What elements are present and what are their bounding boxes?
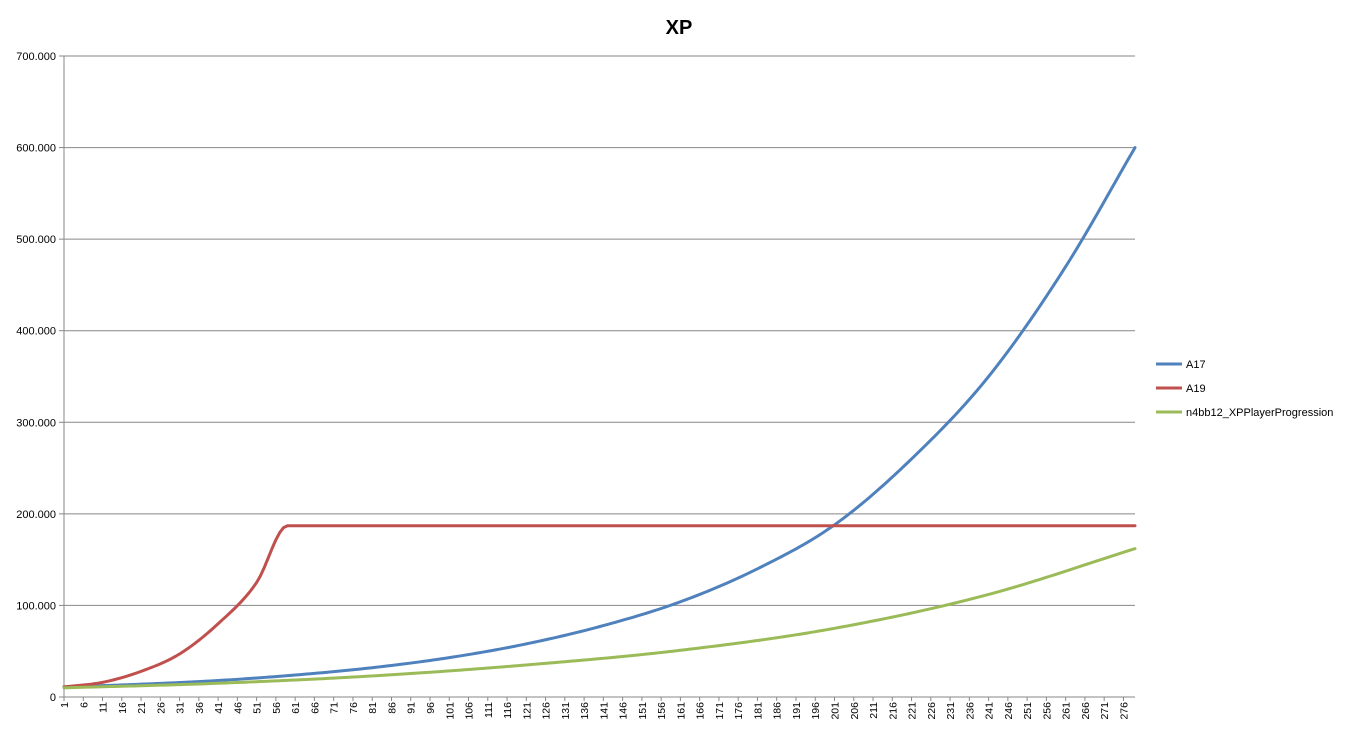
x-tick-label: 216 bbox=[887, 702, 899, 720]
x-tick-label: 186 bbox=[772, 702, 784, 720]
x-tick-label: 11 bbox=[98, 702, 110, 713]
legend-label: n4bb12_XPPlayerProgression bbox=[1186, 407, 1333, 419]
y-axis-ticks: 0 100.000 200.000 300.000 400.000 500.000 600.… bbox=[16, 51, 64, 704]
x-tick-label: 101 bbox=[444, 702, 456, 720]
x-tick-label: 206 bbox=[849, 702, 861, 720]
y-tick-label: 700.000 bbox=[16, 51, 56, 63]
x-tick-label: 116 bbox=[502, 702, 514, 719]
x-tick-label: 241 bbox=[984, 702, 996, 720]
x-tick-label: 261 bbox=[1061, 702, 1073, 720]
x-tick-label: 26 bbox=[155, 702, 167, 714]
x-tick-label: 196 bbox=[810, 702, 822, 720]
series-line-n4bb12-xpplayerprogression bbox=[62, 547, 1137, 690]
x-tick-label: 171 bbox=[714, 702, 726, 720]
x-tick-label: 161 bbox=[675, 702, 687, 720]
x-tick-label: 266 bbox=[1080, 702, 1092, 720]
x-tick-label: 151 bbox=[637, 702, 649, 720]
x-tick-label: 36 bbox=[194, 702, 206, 714]
y-tick-label: 400.000 bbox=[16, 326, 56, 338]
x-tick-label: 1 bbox=[59, 702, 71, 708]
x-tick-label: 236 bbox=[964, 702, 976, 720]
x-tick-label: 136 bbox=[579, 702, 591, 720]
x-tick-label: 211 bbox=[868, 702, 880, 719]
x-tick-label: 201 bbox=[830, 702, 842, 720]
series-lines bbox=[62, 146, 1137, 690]
legend-label: A19 bbox=[1186, 383, 1206, 395]
x-tick-label: 86 bbox=[386, 702, 398, 714]
x-tick-label: 71 bbox=[329, 702, 341, 714]
series-line-a19 bbox=[62, 524, 1137, 689]
x-tick-label: 276 bbox=[1118, 702, 1130, 720]
y-tick-label: 500.000 bbox=[16, 234, 56, 246]
x-tick-label: 51 bbox=[252, 702, 264, 714]
x-tick-label: 6 bbox=[78, 702, 90, 708]
x-tick-label: 16 bbox=[117, 702, 129, 714]
y-tick-label: 300.000 bbox=[16, 417, 56, 429]
x-tick-label: 106 bbox=[464, 702, 476, 720]
x-tick-label: 191 bbox=[791, 702, 803, 720]
x-tick-label: 41 bbox=[213, 702, 225, 714]
x-tick-label: 246 bbox=[1003, 702, 1015, 720]
x-tick-label: 61 bbox=[290, 702, 302, 714]
x-tick-label: 226 bbox=[926, 702, 938, 720]
x-tick-label: 111 bbox=[483, 702, 495, 718]
y-tick-label: 200.000 bbox=[16, 509, 56, 521]
chart-title: XP bbox=[666, 17, 693, 39]
x-tick-label: 21 bbox=[136, 702, 148, 714]
x-tick-label: 156 bbox=[656, 702, 668, 720]
x-tick-label: 176 bbox=[733, 702, 745, 720]
legend-label: A17 bbox=[1186, 359, 1206, 371]
y-tick-label: 600.000 bbox=[16, 143, 56, 155]
x-tick-label: 126 bbox=[541, 702, 553, 720]
x-tick-label: 256 bbox=[1041, 702, 1053, 720]
x-tick-label: 46 bbox=[232, 702, 244, 714]
x-tick-label: 96 bbox=[425, 702, 437, 714]
x-axis-ticks: 1 6 11 16 21 26 31 36 41 46 51 56 61 66 71 76 81 86 91 96 10… bbox=[59, 697, 1130, 720]
series-line-a17 bbox=[62, 146, 1137, 689]
x-tick-label: 131 bbox=[560, 702, 572, 720]
y-tick-label: 0 bbox=[50, 692, 56, 704]
x-tick-label: 231 bbox=[945, 702, 957, 720]
x-tick-label: 76 bbox=[348, 702, 360, 714]
x-tick-label: 66 bbox=[309, 702, 321, 714]
x-tick-label: 141 bbox=[598, 702, 610, 720]
y-tick-label: 100.000 bbox=[16, 600, 56, 612]
x-tick-label: 271 bbox=[1099, 702, 1111, 720]
x-tick-label: 221 bbox=[907, 702, 919, 720]
x-tick-label: 91 bbox=[406, 702, 418, 714]
x-tick-label: 166 bbox=[695, 702, 707, 720]
legend: A17 A19 n4bb12_XPPlayerProgression bbox=[1156, 359, 1333, 419]
x-tick-label: 81 bbox=[367, 702, 379, 714]
x-tick-label: 31 bbox=[175, 702, 187, 714]
x-tick-label: 181 bbox=[752, 702, 764, 720]
x-tick-label: 146 bbox=[618, 702, 630, 720]
gridlines bbox=[63, 55, 1135, 698]
x-tick-label: 56 bbox=[271, 702, 283, 714]
x-tick-label: 251 bbox=[1022, 702, 1034, 720]
x-tick-label: 121 bbox=[521, 702, 533, 720]
